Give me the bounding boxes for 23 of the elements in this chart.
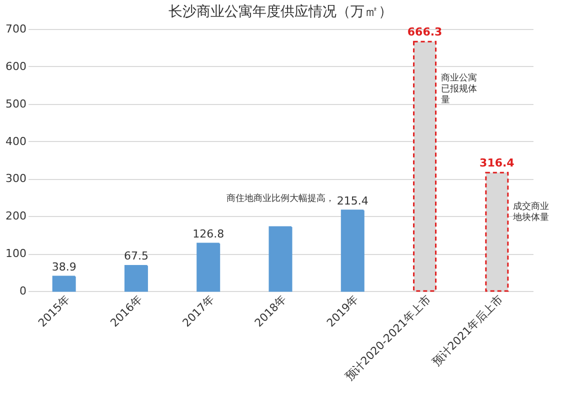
data-label: 215.4 xyxy=(336,194,368,208)
data-label: 67.5 xyxy=(124,250,148,263)
bar xyxy=(124,264,148,292)
data-label: 316.4 xyxy=(480,156,515,170)
bar xyxy=(268,226,292,292)
annotation: 商住地商业比例大幅提高， xyxy=(226,193,334,204)
bar xyxy=(340,210,364,292)
y-tick-label: 300 xyxy=(6,172,26,186)
y-tick-label: 200 xyxy=(6,210,26,223)
data-label: 38.9 xyxy=(52,260,76,274)
y-tick-label: 700 xyxy=(6,22,26,36)
y-tick-label: 500 xyxy=(6,97,26,110)
y-tick-label: 100 xyxy=(6,247,26,260)
bar xyxy=(52,276,76,292)
y-tick-label: 0 xyxy=(20,284,26,298)
y-tick-label: 600 xyxy=(6,60,26,73)
bar xyxy=(196,242,220,292)
data-label: 126.8 xyxy=(192,228,224,241)
annotation: 商业公寓已报规体量 xyxy=(440,72,477,106)
y-tick-label: 400 xyxy=(6,134,26,148)
data-label: 666.3 xyxy=(407,26,442,39)
chart-title: 长沙商业公寓年度供应情况（万㎡） xyxy=(168,4,392,20)
annotation: 成交商业地块体量 xyxy=(512,200,549,223)
